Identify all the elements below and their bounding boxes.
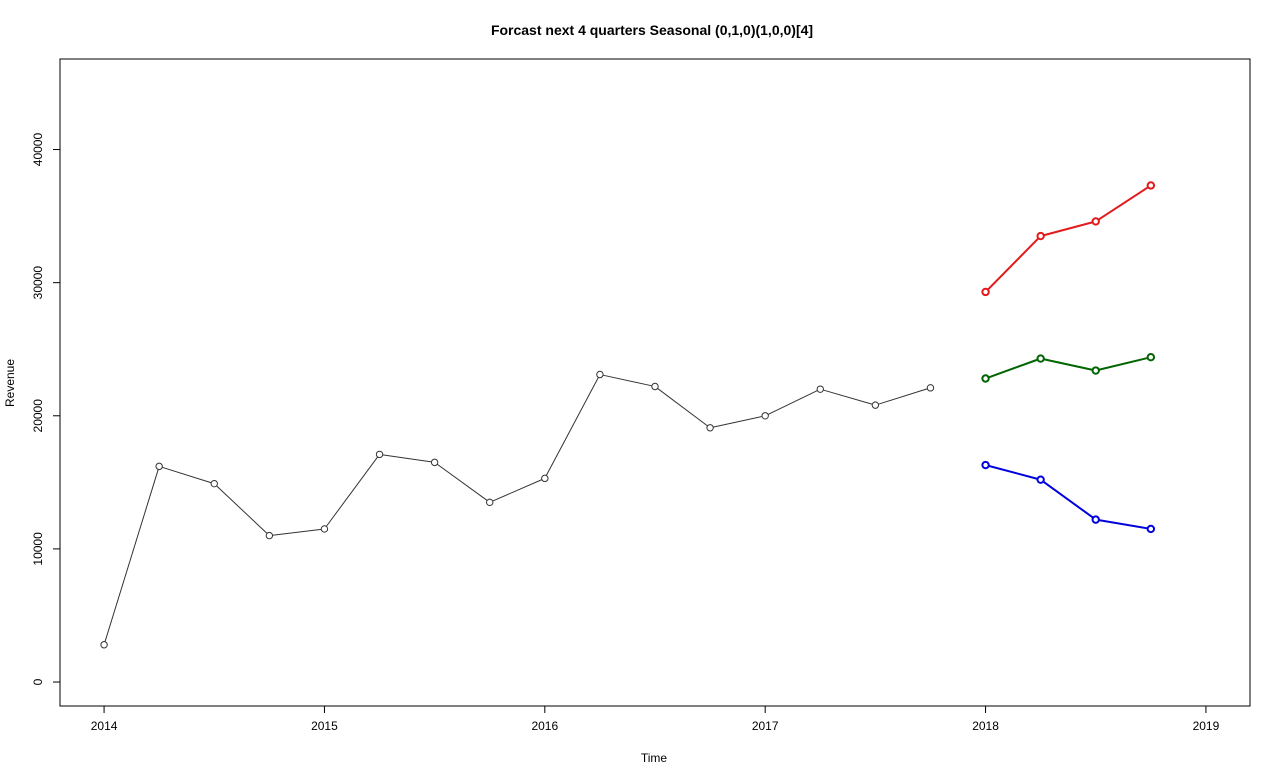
data-point	[155, 462, 163, 471]
series-line-segment	[988, 358, 1038, 379]
series-line-segment	[1098, 519, 1148, 530]
data-point	[1091, 366, 1100, 375]
series-line-segment	[162, 466, 212, 484]
y-tick-label: 10000	[31, 532, 45, 566]
x-tick-label: 2015	[311, 719, 338, 733]
x-tick-label: 2017	[752, 719, 779, 733]
data-point	[1091, 515, 1100, 524]
data-point	[265, 531, 274, 540]
series-line-segment	[216, 485, 268, 534]
series-line-segment	[878, 388, 928, 405]
data-point	[596, 370, 604, 379]
series-line-segment	[713, 415, 763, 428]
x-tick-label: 2018	[972, 719, 999, 733]
x-tick-label: 2016	[531, 719, 558, 733]
data-point	[100, 641, 108, 649]
data-point	[1146, 181, 1156, 190]
series-1	[100, 370, 935, 649]
data-point	[1091, 217, 1100, 226]
data-point	[486, 498, 494, 507]
series-line-segment	[492, 479, 543, 502]
series-line-segment	[382, 454, 432, 463]
data-point	[926, 384, 935, 392]
plot-area-frame	[59, 58, 1251, 707]
data-point	[1036, 475, 1045, 484]
series-3	[981, 353, 1156, 383]
x-tick-label: 2019	[1193, 719, 1220, 733]
series-layer	[100, 181, 1156, 649]
series-line-segment	[1043, 221, 1093, 237]
y-tick-label: 30000	[31, 266, 45, 300]
y-axis: 0 10000 20000 30000 40000	[31, 133, 61, 685]
data-point	[210, 479, 218, 488]
series-line-segment	[602, 374, 652, 387]
data-point	[981, 460, 990, 470]
data-point	[430, 458, 439, 467]
series-line-segment	[104, 469, 159, 642]
data-point	[981, 374, 990, 383]
series-line-segment	[325, 456, 379, 527]
data-point	[871, 401, 880, 409]
data-point	[761, 412, 769, 420]
x-tick-label: 2014	[91, 719, 118, 733]
series-line-segment	[1097, 186, 1149, 221]
series-line-segment	[767, 390, 818, 415]
series-line-segment	[272, 528, 322, 536]
series-line-segment	[545, 377, 599, 476]
data-point	[1036, 231, 1045, 241]
data-point	[651, 382, 659, 391]
series-line-segment	[436, 463, 488, 501]
data-point	[1146, 524, 1156, 534]
series-line-segment	[1098, 356, 1148, 371]
x-axis-title: Time	[641, 751, 668, 765]
y-axis-title: Revenue	[3, 359, 17, 407]
series-2	[981, 181, 1156, 297]
y-tick-label: 0	[31, 678, 45, 685]
chart-title: Forcast next 4 quarters Seasonal (0,1,0)…	[491, 22, 813, 38]
data-point	[1036, 354, 1045, 363]
series-line-segment	[657, 388, 708, 427]
y-tick-label: 20000	[31, 399, 45, 433]
series-line-segment	[1043, 358, 1093, 371]
x-axis: 2014 2015 2016 2017 2018 2019	[91, 705, 1220, 733]
series-line-segment	[1042, 480, 1094, 519]
data-point	[706, 424, 714, 432]
series-line-segment	[987, 237, 1040, 291]
series-line-segment	[823, 389, 873, 405]
y-tick-label: 40000	[31, 133, 45, 167]
data-point	[320, 525, 329, 533]
data-point	[816, 385, 824, 393]
data-point	[1146, 353, 1156, 362]
data-point	[981, 287, 990, 297]
series-line-segment	[988, 464, 1038, 480]
series-4	[981, 460, 1156, 534]
data-point	[375, 450, 384, 459]
data-point	[541, 474, 549, 483]
